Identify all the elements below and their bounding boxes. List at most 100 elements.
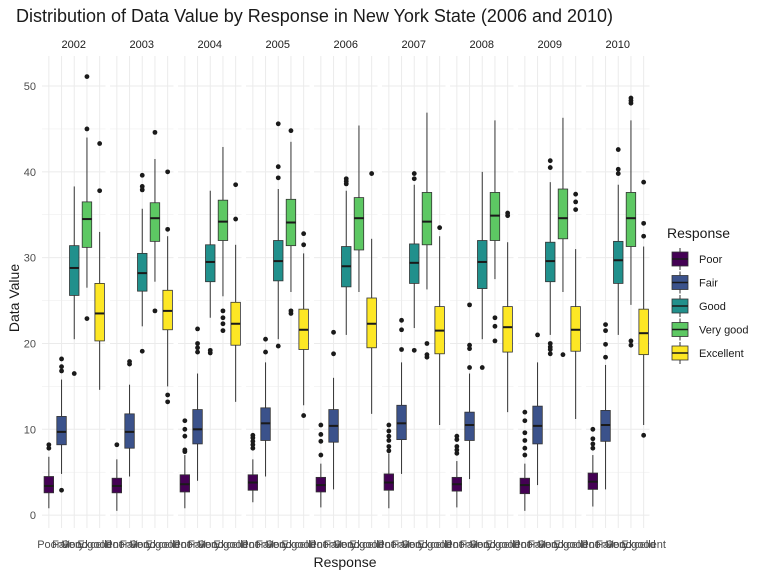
x-axis-title: Response (313, 554, 376, 570)
outlier-point (182, 447, 188, 453)
box-very-good (285, 128, 297, 316)
outlier-point (301, 231, 307, 237)
outlier-point (97, 188, 103, 194)
outlier-point (547, 344, 553, 350)
legend-label: Excellent (699, 348, 744, 360)
outlier-point (263, 349, 268, 355)
outlier-point (182, 418, 188, 424)
outlier-point (220, 321, 226, 327)
outlier-point (182, 426, 188, 432)
outlier-point (207, 347, 213, 353)
box-poor (315, 422, 327, 508)
outlier-point (386, 448, 392, 454)
outlier-point (275, 164, 281, 170)
box-excellent (94, 141, 105, 390)
outlier-point (275, 343, 281, 349)
outlier-point (84, 74, 90, 79)
outlier-point (547, 165, 553, 170)
outlier-point (492, 315, 498, 321)
outlier-point (467, 302, 472, 308)
box-body (557, 188, 569, 240)
x-tick-label: Fair (256, 539, 275, 551)
legend-item-good: Good (671, 295, 726, 317)
box-body (56, 416, 67, 446)
outlier-point (152, 129, 158, 135)
box-excellent (298, 231, 309, 418)
x-tick-label: Good (129, 539, 156, 551)
outlier-point (628, 338, 634, 344)
outlier-point (386, 438, 392, 443)
box-body (205, 244, 216, 283)
outlier-point (250, 438, 256, 444)
box-poor (587, 426, 598, 507)
outlier-point (220, 308, 226, 314)
outlier-point (479, 365, 485, 370)
box-excellent (230, 182, 241, 402)
outlier-point (641, 233, 647, 239)
outlier-point (139, 348, 145, 354)
y-tick-label: 50 (24, 81, 36, 93)
box-body (192, 409, 203, 445)
outlier-point (127, 359, 132, 364)
outlier-point (547, 351, 553, 357)
x-tick-label: Very good (606, 539, 656, 551)
box-body (625, 192, 637, 247)
box-body (421, 192, 433, 246)
outlier-point (411, 176, 417, 182)
y-tick-label: 10 (24, 424, 36, 436)
outlier-point (492, 338, 498, 344)
outlier-point (288, 308, 294, 314)
box-fair (192, 326, 203, 481)
box-very-good (81, 74, 93, 322)
outlier-point (343, 176, 349, 182)
outlier-point (275, 175, 281, 181)
x-tick-label: Poor (105, 539, 129, 551)
outlier-point (641, 432, 647, 438)
outlier-point (195, 341, 200, 346)
facet-2005: 2005 (246, 39, 310, 528)
box-poor (179, 418, 191, 509)
outlier-point (84, 126, 90, 132)
facet-2009: 2009 (518, 39, 582, 528)
box-excellent (162, 169, 173, 405)
outlier-point (522, 430, 528, 436)
outlier-point (59, 368, 64, 374)
y-tick-label: 30 (24, 253, 36, 265)
outlier-point (492, 323, 498, 329)
outlier-point (84, 316, 90, 322)
outlier-point (386, 444, 392, 449)
outlier-point (46, 442, 52, 448)
box-very-good (557, 117, 569, 358)
outlier-point (301, 242, 307, 248)
facet-2003: 2003 (110, 39, 174, 528)
x-tick-label: Fair (188, 539, 207, 551)
outlier-point (114, 442, 120, 448)
box-good (341, 176, 352, 335)
outlier-point (603, 322, 608, 328)
facet-label: 2009 (538, 39, 562, 51)
box-poor (451, 433, 463, 508)
outlier-point (573, 191, 579, 197)
x-tick-label: Good (469, 539, 496, 551)
x-tick-label: Poor (581, 539, 605, 551)
box-good (545, 158, 556, 357)
box-body (43, 476, 54, 494)
facet-2002: 2002 (42, 39, 106, 528)
box-good (409, 171, 420, 353)
outlier-point (152, 308, 158, 314)
outlier-point (603, 341, 608, 347)
x-tick-label: Poor (377, 539, 401, 551)
legend-title: Response (667, 225, 730, 241)
outlier-point (467, 342, 472, 348)
outlier-point (522, 438, 528, 443)
x-tick-label: Very good (470, 539, 520, 551)
outlier-point (71, 371, 77, 376)
outlier-point (195, 345, 200, 351)
box-very-good (217, 146, 229, 334)
box-excellent (638, 179, 649, 438)
x-tick-label: Very good (334, 539, 384, 551)
x-tick-label: Very good (538, 539, 588, 551)
outlier-point (275, 121, 281, 127)
legend-label: Poor (699, 254, 723, 266)
